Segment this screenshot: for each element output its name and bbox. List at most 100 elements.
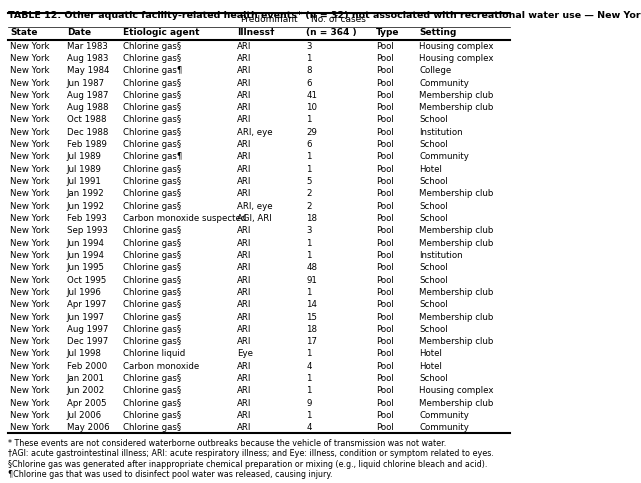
Text: Feb 1993: Feb 1993 — [67, 214, 106, 223]
Text: Carbon monoxide: Carbon monoxide — [123, 362, 199, 371]
Text: Jun 1994: Jun 1994 — [67, 239, 104, 248]
Text: ARI: ARI — [237, 337, 251, 346]
Text: School: School — [419, 276, 448, 284]
Text: Apr 1997: Apr 1997 — [67, 300, 106, 309]
Text: ARI, eye: ARI, eye — [237, 202, 273, 211]
Text: Chlorine gas§: Chlorine gas§ — [123, 300, 181, 309]
Text: 4: 4 — [306, 362, 312, 371]
Text: Chlorine gas§: Chlorine gas§ — [123, 374, 181, 383]
Text: Jul 2006: Jul 2006 — [67, 411, 102, 420]
Text: Eye: Eye — [237, 350, 253, 358]
Text: Chlorine gas§: Chlorine gas§ — [123, 189, 181, 199]
Text: Hotel: Hotel — [419, 362, 442, 371]
Text: Community: Community — [419, 153, 469, 161]
Text: Aug 1997: Aug 1997 — [67, 325, 108, 334]
Text: Chlorine gas§: Chlorine gas§ — [123, 263, 181, 272]
Text: ARI: ARI — [237, 140, 251, 149]
Text: Institution: Institution — [419, 128, 463, 137]
Text: Pool: Pool — [376, 399, 394, 408]
Text: Pool: Pool — [376, 214, 394, 223]
Text: Membership club: Membership club — [419, 103, 494, 112]
Text: Community: Community — [419, 424, 469, 432]
Text: 10: 10 — [306, 103, 317, 112]
Text: Chlorine gas§: Chlorine gas§ — [123, 79, 181, 87]
Text: Pool: Pool — [376, 300, 394, 309]
Text: Type: Type — [376, 28, 399, 37]
Text: Chlorine gas§: Chlorine gas§ — [123, 54, 181, 63]
Text: 9: 9 — [306, 399, 312, 408]
Text: May 1984: May 1984 — [67, 66, 109, 75]
Text: ARI: ARI — [237, 165, 251, 174]
Text: Pool: Pool — [376, 424, 394, 432]
Text: New York: New York — [10, 189, 50, 199]
Text: ARI: ARI — [237, 54, 251, 63]
Text: New York: New York — [10, 276, 50, 284]
Text: New York: New York — [10, 337, 50, 346]
Text: Jun 1992: Jun 1992 — [67, 202, 104, 211]
Text: New York: New York — [10, 300, 50, 309]
Text: New York: New York — [10, 177, 50, 186]
Text: Setting: Setting — [419, 28, 456, 37]
Text: Chlorine gas§: Chlorine gas§ — [123, 177, 181, 186]
Text: ARI: ARI — [237, 42, 251, 51]
Text: New York: New York — [10, 313, 50, 322]
Text: ARI, eye: ARI, eye — [237, 128, 273, 137]
Text: Pool: Pool — [376, 128, 394, 137]
Text: 3: 3 — [306, 227, 312, 235]
Text: ARI: ARI — [237, 288, 251, 297]
Text: Pool: Pool — [376, 276, 394, 284]
Text: 6: 6 — [306, 140, 312, 149]
Text: ARI: ARI — [237, 177, 251, 186]
Text: Pool: Pool — [376, 189, 394, 199]
Text: ARI: ARI — [237, 374, 251, 383]
Text: Pool: Pool — [376, 177, 394, 186]
Text: Jun 1987: Jun 1987 — [67, 79, 104, 87]
Text: Pool: Pool — [376, 66, 394, 75]
Text: Feb 2000: Feb 2000 — [67, 362, 107, 371]
Text: ARI: ARI — [237, 189, 251, 199]
Text: Chlorine gas§: Chlorine gas§ — [123, 411, 181, 420]
Text: * These events are not considered waterborne outbreaks because the vehicle of tr: * These events are not considered waterb… — [8, 439, 446, 448]
Text: Hotel: Hotel — [419, 350, 442, 358]
Text: ARI: ARI — [237, 263, 251, 272]
Text: May 2006: May 2006 — [67, 424, 109, 432]
Text: 17: 17 — [306, 337, 317, 346]
Text: Membership club: Membership club — [419, 399, 494, 408]
Text: Pool: Pool — [376, 411, 394, 420]
Text: 14: 14 — [306, 300, 317, 309]
Text: Membership club: Membership club — [419, 227, 494, 235]
Text: Chlorine gas§: Chlorine gas§ — [123, 227, 181, 235]
Text: Chlorine gas§: Chlorine gas§ — [123, 424, 181, 432]
Text: 1: 1 — [306, 165, 312, 174]
Text: New York: New York — [10, 399, 50, 408]
Text: New York: New York — [10, 165, 50, 174]
Text: Aug 1987: Aug 1987 — [67, 91, 108, 100]
Text: Aug 1983: Aug 1983 — [67, 54, 108, 63]
Text: School: School — [419, 300, 448, 309]
Text: §Chlorine gas was generated after inappropriate chemical preparation or mixing (: §Chlorine gas was generated after inappr… — [8, 460, 487, 469]
Text: Illness†: Illness† — [237, 28, 275, 37]
Text: Pool: Pool — [376, 91, 394, 100]
Text: New York: New York — [10, 263, 50, 272]
Text: 1: 1 — [306, 386, 312, 396]
Text: ARI: ARI — [237, 66, 251, 75]
Text: Membership club: Membership club — [419, 239, 494, 248]
Text: ARI: ARI — [237, 239, 251, 248]
Text: Housing complex: Housing complex — [419, 54, 494, 63]
Text: New York: New York — [10, 115, 50, 125]
Text: Hotel: Hotel — [419, 165, 442, 174]
Text: New York: New York — [10, 325, 50, 334]
Text: ARI: ARI — [237, 325, 251, 334]
Text: Pool: Pool — [376, 103, 394, 112]
Text: Chlorine gas§: Chlorine gas§ — [123, 239, 181, 248]
Text: Jun 2002: Jun 2002 — [67, 386, 105, 396]
Text: Chlorine gas¶: Chlorine gas¶ — [123, 153, 182, 161]
Text: Pool: Pool — [376, 386, 394, 396]
Text: Pool: Pool — [376, 165, 394, 174]
Text: Apr 2005: Apr 2005 — [67, 399, 106, 408]
Text: Jun 1994: Jun 1994 — [67, 251, 104, 260]
Text: New York: New York — [10, 91, 50, 100]
Text: State: State — [10, 28, 38, 37]
Text: School: School — [419, 202, 448, 211]
Text: 2: 2 — [306, 189, 312, 199]
